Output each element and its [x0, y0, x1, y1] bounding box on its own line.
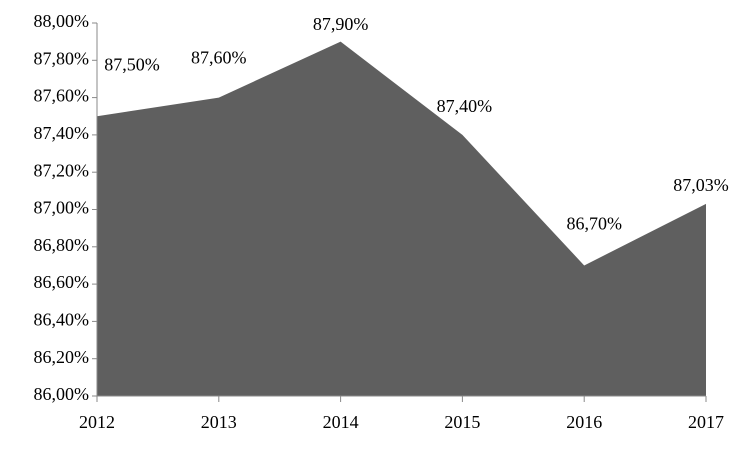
- x-tick-label: 2017: [688, 412, 724, 432]
- data-label: 87,40%: [437, 96, 493, 116]
- data-label: 86,70%: [566, 214, 622, 234]
- x-tick-label: 2012: [79, 412, 115, 432]
- y-tick-label: 86,80%: [34, 235, 90, 255]
- y-tick-label: 87,00%: [34, 198, 90, 218]
- data-label: 87,50%: [104, 54, 160, 74]
- y-tick-label: 87,80%: [34, 48, 90, 68]
- x-tick-label: 2016: [566, 412, 602, 432]
- data-label: 87,90%: [313, 14, 369, 34]
- y-tick-label: 87,40%: [34, 123, 90, 143]
- x-tick-label: 2013: [201, 412, 237, 432]
- area: [97, 41, 706, 397]
- data-label: 87,03%: [673, 175, 729, 195]
- y-tick-label: 87,20%: [34, 160, 90, 180]
- y-tick-label: 86,20%: [34, 347, 90, 367]
- y-tick-label: 86,00%: [34, 384, 90, 404]
- y-tick-label: 87,60%: [34, 86, 90, 106]
- y-tick-label: 86,60%: [34, 272, 90, 292]
- x-tick-label: 2015: [444, 412, 480, 432]
- x-tick-label: 2014: [323, 412, 359, 432]
- y-tick-label: 88,00%: [34, 11, 90, 31]
- y-tick-label: 86,40%: [34, 310, 90, 330]
- data-label: 87,60%: [191, 48, 247, 68]
